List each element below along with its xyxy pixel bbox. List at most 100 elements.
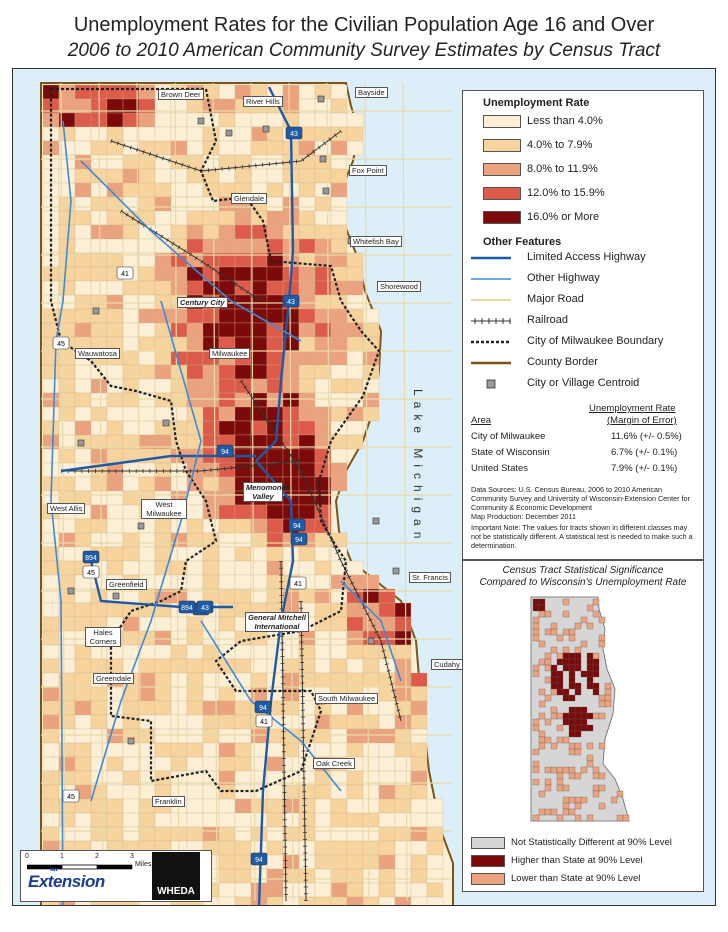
- census-tract: [410, 686, 428, 702]
- inset-tract: [538, 736, 546, 744]
- legend-feature-label: City of Milwaukee Boundary: [527, 335, 664, 347]
- place-label-century-city: Century City: [177, 297, 228, 308]
- census-tract: [106, 392, 124, 408]
- census-tract: [298, 784, 316, 800]
- census-tract: [266, 280, 284, 296]
- inset-tract: [550, 742, 558, 750]
- inset-tract: [556, 724, 564, 732]
- census-tract: [410, 854, 428, 870]
- census-tract: [74, 294, 92, 310]
- census-tract: [330, 784, 348, 800]
- census-tract: [234, 658, 252, 674]
- inset-tract: [574, 664, 582, 672]
- legend-feature-label: Railroad: [527, 314, 568, 326]
- census-tract: [42, 210, 60, 226]
- place-label-river-hills: River Hills: [243, 96, 283, 107]
- inset-tract: [598, 640, 606, 648]
- census-tract: [346, 420, 364, 436]
- legend-feature-label: Major Road: [527, 293, 584, 305]
- census-tract: [378, 882, 396, 898]
- census-tract: [218, 532, 236, 548]
- census-tract: [394, 854, 412, 870]
- census-tract: [186, 140, 204, 156]
- census-tract: [314, 238, 332, 254]
- census-tract: [138, 546, 156, 562]
- census-tract: [346, 434, 364, 450]
- census-tract: [90, 448, 108, 464]
- census-tract: [58, 378, 76, 394]
- census-tract: [202, 420, 220, 436]
- census-tract: [42, 350, 60, 366]
- census-tract: [218, 392, 236, 408]
- census-tract: [394, 798, 412, 814]
- census-tract: [90, 532, 108, 548]
- census-tract: [218, 546, 236, 562]
- inset-tract: [556, 766, 564, 774]
- census-tract: [250, 266, 268, 282]
- route-shield: [82, 565, 100, 579]
- census-tract: [346, 350, 364, 366]
- census-tract: [106, 168, 124, 184]
- census-tract: [106, 518, 124, 534]
- census-tract: [346, 266, 364, 282]
- census-tract: [122, 224, 140, 240]
- inset-tract: [544, 694, 552, 702]
- uw-logo-small: uw: [50, 867, 58, 873]
- census-tract: [266, 518, 284, 534]
- place-label-brown-deer: Brown Deer: [158, 89, 204, 100]
- scale-tick-label: 1: [60, 853, 64, 860]
- census-tract: [298, 560, 316, 576]
- census-tract: [74, 238, 92, 254]
- census-tract: [58, 392, 76, 408]
- census-tract: [42, 826, 60, 842]
- inset-tract: [562, 784, 570, 792]
- census-tract: [42, 644, 60, 660]
- route-shield-label: 894: [85, 555, 97, 562]
- census-tract: [234, 406, 252, 422]
- census-tract: [74, 322, 92, 338]
- centroid-square-icon: [486, 379, 496, 389]
- census-tract: [330, 336, 348, 352]
- census-tract: [410, 812, 428, 828]
- census-tract: [202, 574, 220, 590]
- census-tract: [234, 322, 252, 338]
- route-shield-label: 94: [295, 537, 303, 544]
- place-label-menomonee-valley: Menomonee Valley: [243, 482, 290, 502]
- census-tract: [410, 756, 428, 772]
- inset-tract: [550, 706, 558, 714]
- census-tract: [330, 868, 348, 884]
- census-tract: [122, 364, 140, 380]
- census-tract: [330, 448, 348, 464]
- census-tract: [346, 882, 364, 898]
- centroid-marker: [392, 567, 400, 575]
- census-tract: [266, 210, 284, 226]
- census-tract: [170, 126, 188, 142]
- census-tract: [106, 280, 124, 296]
- lake-label-text: Lake Michigan: [411, 389, 425, 545]
- census-tract: [234, 420, 252, 436]
- census-tract: [266, 784, 284, 800]
- census-tract: [378, 784, 396, 800]
- inset-tract: [586, 742, 594, 750]
- census-tract: [330, 392, 348, 408]
- inset-tract: [574, 706, 582, 714]
- inset-tract: [586, 760, 594, 768]
- census-tract: [346, 140, 364, 156]
- census-tract: [330, 840, 348, 856]
- census-tract: [122, 490, 140, 506]
- census-tract: [186, 196, 204, 212]
- census-tract: [250, 826, 268, 842]
- census-tract: [282, 658, 300, 674]
- census-tract: [186, 798, 204, 814]
- census-tract: [42, 672, 60, 688]
- census-tract: [58, 532, 76, 548]
- census-tract: [298, 112, 316, 128]
- census-tract: [330, 714, 348, 730]
- census-tract: [138, 168, 156, 184]
- census-tract: [138, 686, 156, 702]
- census-tract: [250, 728, 268, 744]
- inset-tract: [574, 688, 582, 696]
- census-tract: [138, 196, 156, 212]
- inset-tract: [562, 808, 570, 816]
- census-tract: [122, 154, 140, 170]
